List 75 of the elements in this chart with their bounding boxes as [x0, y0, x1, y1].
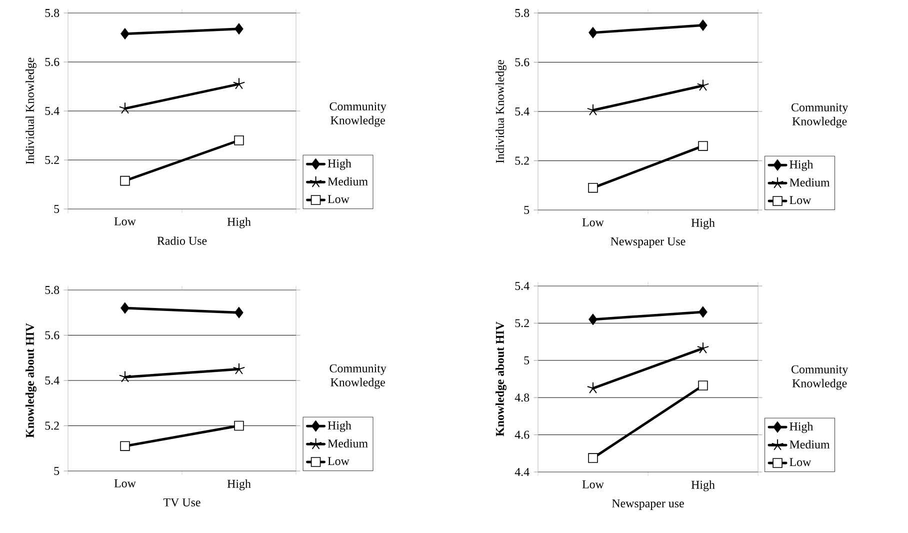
- point: [120, 176, 130, 186]
- legend-label: High: [790, 160, 814, 171]
- point: [234, 306, 244, 318]
- x-tick-label: High: [227, 479, 251, 490]
- y-tick-label: 5.2: [45, 422, 59, 430]
- x-tick-label: High: [691, 480, 715, 492]
- legend-label: Medium: [790, 178, 830, 187]
- legend-label: High: [328, 421, 352, 432]
- legend-title: Community Knowledge: [330, 364, 386, 389]
- x-tick-label: High: [227, 217, 251, 228]
- y-tick-label: 5.4: [515, 107, 530, 116]
- y-tick-label: 5.8: [45, 286, 60, 294]
- y-tick-label: 5.2: [515, 319, 529, 328]
- point: [120, 28, 130, 40]
- y-tick-label: 5: [524, 356, 530, 364]
- point: [588, 26, 598, 38]
- x-tick-label: Low: [114, 217, 136, 226]
- y-tick-label: 5.8: [515, 8, 530, 18]
- legend-label: Low: [790, 196, 812, 204]
- y-tick-label: 5: [54, 205, 60, 213]
- point: [234, 136, 244, 146]
- point: [234, 420, 244, 431]
- legend-label: Medium: [328, 177, 368, 186]
- legend-label: High: [328, 159, 352, 170]
- point: [697, 342, 709, 354]
- y-axis-title: Knowledge about HIV: [26, 323, 36, 438]
- y-tick-label: 5: [524, 206, 530, 214]
- legend-label: Low: [328, 457, 350, 466]
- y-tick-label: 5.4: [45, 106, 60, 116]
- x-axis-title: Radio Use: [157, 236, 207, 245]
- y-tick-label: 5: [54, 467, 60, 475]
- y-tick-label: 4.4: [514, 468, 530, 476]
- legend-title: Community Knowledge: [792, 103, 848, 128]
- x-axis-title: Newspaper Use: [610, 237, 686, 248]
- point: [697, 80, 709, 91]
- y-tick-label: 5.4: [45, 376, 60, 385]
- point: [120, 302, 130, 314]
- x-tick-label: Low: [582, 480, 604, 488]
- point: [119, 371, 131, 382]
- point: [588, 182, 598, 193]
- y-tick-label: 4.6: [514, 430, 530, 439]
- x-axis-title: Newspaper use: [612, 499, 684, 510]
- y-axis-title: Individua Knowledge: [496, 60, 506, 164]
- y-tick-label: 5.6: [45, 331, 60, 340]
- legend-label: Medium: [328, 439, 368, 448]
- y-tick-label: 5.2: [515, 156, 529, 165]
- y-axis-title: Individual Knowledge: [26, 58, 36, 164]
- point: [698, 380, 708, 390]
- point: [588, 314, 598, 326]
- point: [119, 102, 131, 114]
- legend-label: Medium: [790, 440, 830, 449]
- point: [234, 23, 244, 35]
- y-axis-title: Knowledge about HIV: [496, 322, 506, 436]
- point: [233, 78, 245, 89]
- y-tick-label: 5.2: [45, 156, 59, 164]
- x-tick-label: High: [691, 218, 715, 230]
- point: [588, 453, 598, 463]
- x-tick-label: Low: [582, 218, 604, 226]
- x-tick-label: Low: [114, 479, 136, 488]
- legend-label: Low: [790, 458, 812, 466]
- y-tick-label: 5.6: [515, 58, 530, 66]
- legend-title: Community Knowledge: [330, 102, 386, 127]
- point: [698, 306, 708, 318]
- x-axis-title: TV Use: [163, 498, 200, 506]
- y-tick-label: 5.8: [45, 8, 60, 18]
- point: [698, 20, 708, 32]
- y-tick-label: 4.8: [514, 394, 530, 402]
- point: [698, 141, 708, 151]
- point: [233, 363, 245, 374]
- legend-label: Low: [328, 195, 350, 204]
- legend-title: Community Knowledge: [792, 365, 848, 390]
- legend-label: High: [790, 422, 814, 433]
- point: [120, 441, 130, 451]
- y-tick-label: 5.6: [45, 58, 60, 66]
- y-tick-label: 5.4: [515, 282, 530, 290]
